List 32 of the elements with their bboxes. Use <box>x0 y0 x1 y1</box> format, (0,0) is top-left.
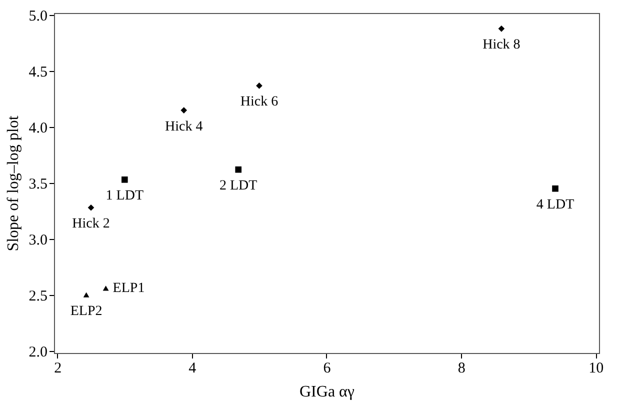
point <box>256 82 262 89</box>
x-tick-label: 8 <box>458 360 466 376</box>
point <box>88 204 94 211</box>
annotation: Hick 2 <box>72 216 110 232</box>
y-tick-label: 3.0 <box>28 232 48 248</box>
point <box>102 286 109 291</box>
annotation: ELP2 <box>70 304 102 319</box>
y-tick-label: 2.0 <box>28 344 48 360</box>
x-tick-label: 10 <box>588 360 604 376</box>
annotation: Hick 4 <box>165 119 203 134</box>
point <box>235 166 242 173</box>
y-tick-label: 4.0 <box>28 120 48 137</box>
annotation: 1 LDT <box>106 188 144 204</box>
y-tick-label: 4.5 <box>28 64 48 81</box>
point <box>498 25 505 32</box>
point <box>83 292 90 298</box>
x-tick-label: 4 <box>188 360 197 376</box>
y-tick-label: 5.0 <box>28 8 48 25</box>
x-tick-label: 2 <box>54 360 62 376</box>
x-tick-label: 6 <box>323 360 332 376</box>
y-tick-label: 3.5 <box>28 176 48 192</box>
x-axis-title: GIGa αγ <box>300 384 354 400</box>
annotation: 4 LDT <box>536 198 575 213</box>
y-axis-title: Slope of log–log plot <box>4 115 22 252</box>
y-tick-label: 2.5 <box>28 288 48 304</box>
point <box>552 185 558 192</box>
point <box>180 107 188 114</box>
annotation: 2 LDT <box>220 178 258 194</box>
annotation: ELP1 <box>112 281 145 296</box>
point <box>121 176 128 183</box>
annotation: Hick 8 <box>482 38 520 53</box>
annotation: Hick 6 <box>240 94 278 110</box>
